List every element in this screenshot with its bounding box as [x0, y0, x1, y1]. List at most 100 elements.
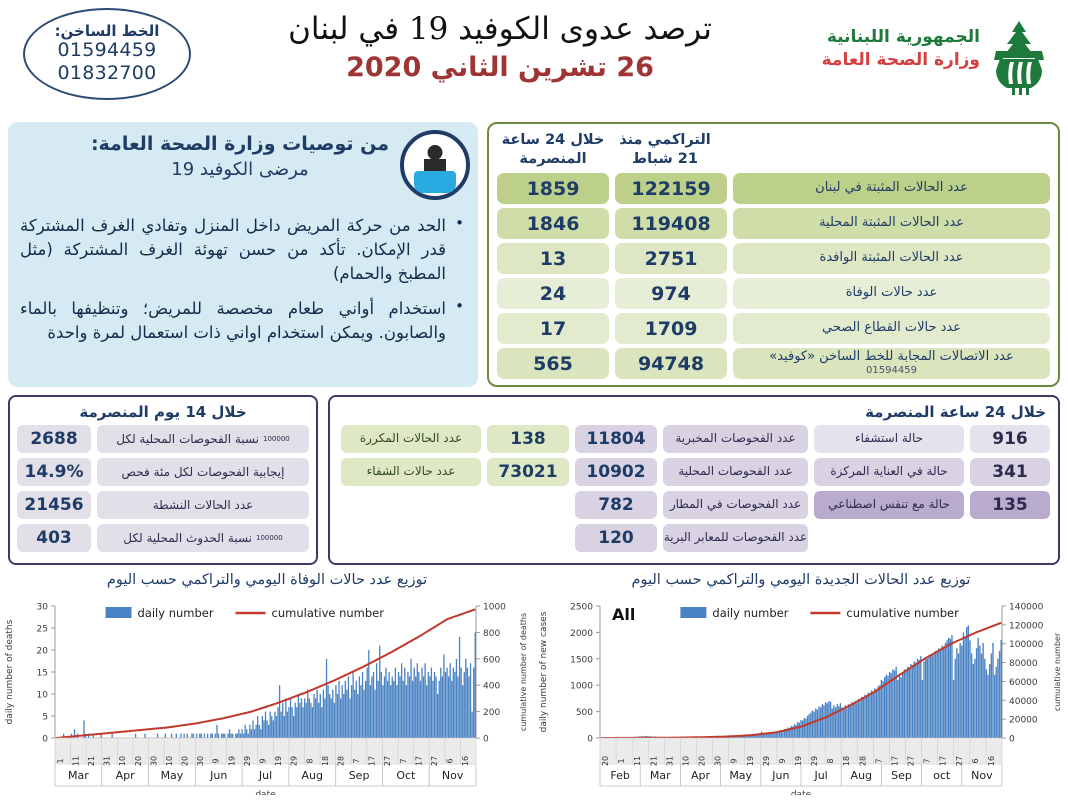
svg-text:27: 27 — [955, 756, 964, 766]
row-cumulative-value: 974 — [615, 278, 727, 309]
svg-text:21: 21 — [87, 756, 96, 766]
stat-row: 100000 نسبة الحدوث المحلية لكل 403 — [17, 524, 309, 552]
svg-text:11: 11 — [71, 756, 80, 766]
blank-cell — [487, 491, 569, 519]
svg-text:6: 6 — [971, 758, 980, 763]
blank-cell — [487, 524, 569, 552]
svg-text:daily number: daily number — [138, 606, 214, 620]
svg-text:daily number of new cases: daily number of new cases — [539, 611, 549, 732]
svg-text:10: 10 — [118, 756, 127, 766]
list-item: الحد من حركة المريض داخل المنزل وتفادي ا… — [20, 213, 464, 286]
stat-label: عدد حالات الشفاء — [341, 458, 481, 486]
svg-text:Nov: Nov — [442, 769, 464, 782]
svg-text:27: 27 — [383, 756, 392, 766]
blank-cell — [341, 491, 481, 519]
svg-text:Feb: Feb — [610, 769, 629, 782]
svg-text:16: 16 — [461, 756, 470, 766]
svg-text:29: 29 — [762, 756, 771, 766]
hotline-number-2: 01832700 — [57, 62, 157, 85]
cedar-tree-icon — [994, 21, 1044, 95]
stat-value: 10902 — [575, 458, 657, 486]
svg-text:8: 8 — [305, 758, 314, 763]
svg-text:0: 0 — [587, 735, 593, 745]
svg-text:Apr: Apr — [116, 769, 136, 782]
hospital-labels-column: حالة استشفاء حالة في العناية المركزة حال… — [814, 425, 964, 552]
svg-text:18: 18 — [321, 756, 330, 766]
svg-text:Jun: Jun — [771, 769, 789, 782]
logo-text: الجمهورية اللبنانية وزارة الصحة العامة — [795, 26, 980, 72]
svg-text:7: 7 — [874, 758, 883, 763]
svg-text:600: 600 — [483, 655, 500, 665]
stat-label: عدد الحالات المكررة — [341, 425, 481, 453]
table-row: عدد الحالات المثبتة في لبنان 122159 1859 — [497, 173, 1050, 204]
row-label: عدد الحالات المثبتة الوافدة — [733, 243, 1050, 274]
svg-text:9: 9 — [730, 758, 739, 763]
stat-value: 120 — [575, 524, 657, 552]
svg-text:date: date — [255, 790, 276, 795]
hospital-values-column: 916 341 135 — [970, 425, 1050, 552]
row-24h-value: 13 — [497, 243, 609, 274]
svg-text:10: 10 — [37, 691, 49, 701]
svg-text:1000: 1000 — [483, 603, 506, 613]
svg-text:1000: 1000 — [570, 682, 593, 692]
row-label: عدد الحالات المثبتة في لبنان — [733, 173, 1050, 204]
svg-text:19: 19 — [794, 756, 803, 766]
hotline-number-1: 01594459 — [57, 39, 157, 62]
row-label: عدد الحالات المثبتة المحلية — [733, 208, 1050, 239]
recommendations-title: من توصيات وزارة الصحة العامة: — [90, 133, 390, 155]
svg-text:20: 20 — [698, 756, 707, 766]
svg-text:Aug: Aug — [302, 769, 323, 782]
recommendations-list: الحد من حركة المريض داخل المنزل وتفادي ا… — [20, 213, 464, 356]
svg-text:May: May — [729, 769, 752, 782]
recommendations-heading: من توصيات وزارة الصحة العامة: مرضى الكوف… — [90, 132, 390, 182]
svg-text:Apr: Apr — [691, 769, 711, 782]
svg-text:1500: 1500 — [570, 655, 593, 665]
svg-text:140000: 140000 — [1009, 603, 1044, 613]
svg-text:0: 0 — [1009, 735, 1015, 745]
deaths-chart-svg: 0 5 10 15 20 25 30 0 200 400 600 800 1000 daily numbe… — [5, 603, 528, 796]
stat-label: عدد الفحوصات المخبرية — [663, 425, 808, 453]
svg-text:11: 11 — [633, 756, 642, 766]
row-24h-value: 1846 — [497, 208, 609, 239]
hotline-box: الخط الساخن: 01594459 01832700 — [23, 8, 191, 100]
stat-value: 138 — [487, 425, 569, 453]
svg-text:2500: 2500 — [570, 603, 593, 613]
svg-text:0: 0 — [483, 735, 489, 745]
list-item: استخدام أواني طعام مخصصة للمريض؛ وتنظيفه… — [20, 296, 464, 345]
svg-text:15: 15 — [37, 669, 48, 679]
table-header-row: التراكمي منذ 21 شباط خلال 24 ساعة المنصر… — [497, 129, 1050, 173]
report-date: 26 تشرين الثاني 2020 — [346, 51, 654, 83]
row-label: عدد الاتصالات المجابة للخط الساخن «كوفيد… — [733, 348, 1050, 379]
svg-text:Mar: Mar — [650, 769, 671, 782]
svg-text:May: May — [161, 769, 184, 782]
svg-text:60000: 60000 — [1009, 678, 1038, 688]
stat-label: عدد الفحوصات في المطار — [663, 491, 808, 519]
row-cumulative-value: 122159 — [615, 173, 727, 204]
stat-value: 73021 — [487, 458, 569, 486]
svg-text:Sep: Sep — [891, 769, 912, 782]
svg-text:date: date — [791, 790, 812, 795]
stat-label: حالة مع تنفس اصطناعي — [814, 491, 964, 519]
svg-text:500: 500 — [576, 708, 593, 718]
svg-text:80000: 80000 — [1009, 659, 1038, 669]
svg-text:800: 800 — [483, 629, 500, 639]
svg-text:cumulative number: cumulative number — [272, 606, 385, 620]
svg-text:21: 21 — [649, 756, 658, 766]
svg-text:9: 9 — [259, 758, 268, 763]
svg-text:29: 29 — [243, 756, 252, 766]
svg-text:6: 6 — [446, 758, 455, 763]
svg-text:20: 20 — [134, 756, 143, 766]
stat-label: عدد الحالات النشطة — [97, 491, 309, 519]
tests-labels-column: عدد الفحوصات المخبرية عدد الفحوصات المحل… — [663, 425, 808, 552]
stat-label-tiny: 100000 — [256, 534, 283, 542]
recommendations-subtitle: مرضى الكوفيد 19 — [171, 158, 309, 180]
table-row: عدد حالات الوفاة 974 24 — [497, 278, 1050, 309]
stat-label: حالة في العناية المركزة — [814, 458, 964, 486]
stat-label-text: نسبة الحدوث المحلية لكل — [123, 531, 253, 545]
svg-text:28: 28 — [336, 756, 345, 766]
svg-text:19: 19 — [274, 756, 283, 766]
svg-text:7: 7 — [399, 758, 408, 763]
stat-label-text: نسبة الفحوصات المحلية لكل — [116, 432, 260, 446]
stat-row: عدد الحالات النشطة 21456 — [17, 491, 309, 519]
green-labels-column: عدد الحالات المكررة عدد حالات الشفاء — [341, 425, 481, 552]
